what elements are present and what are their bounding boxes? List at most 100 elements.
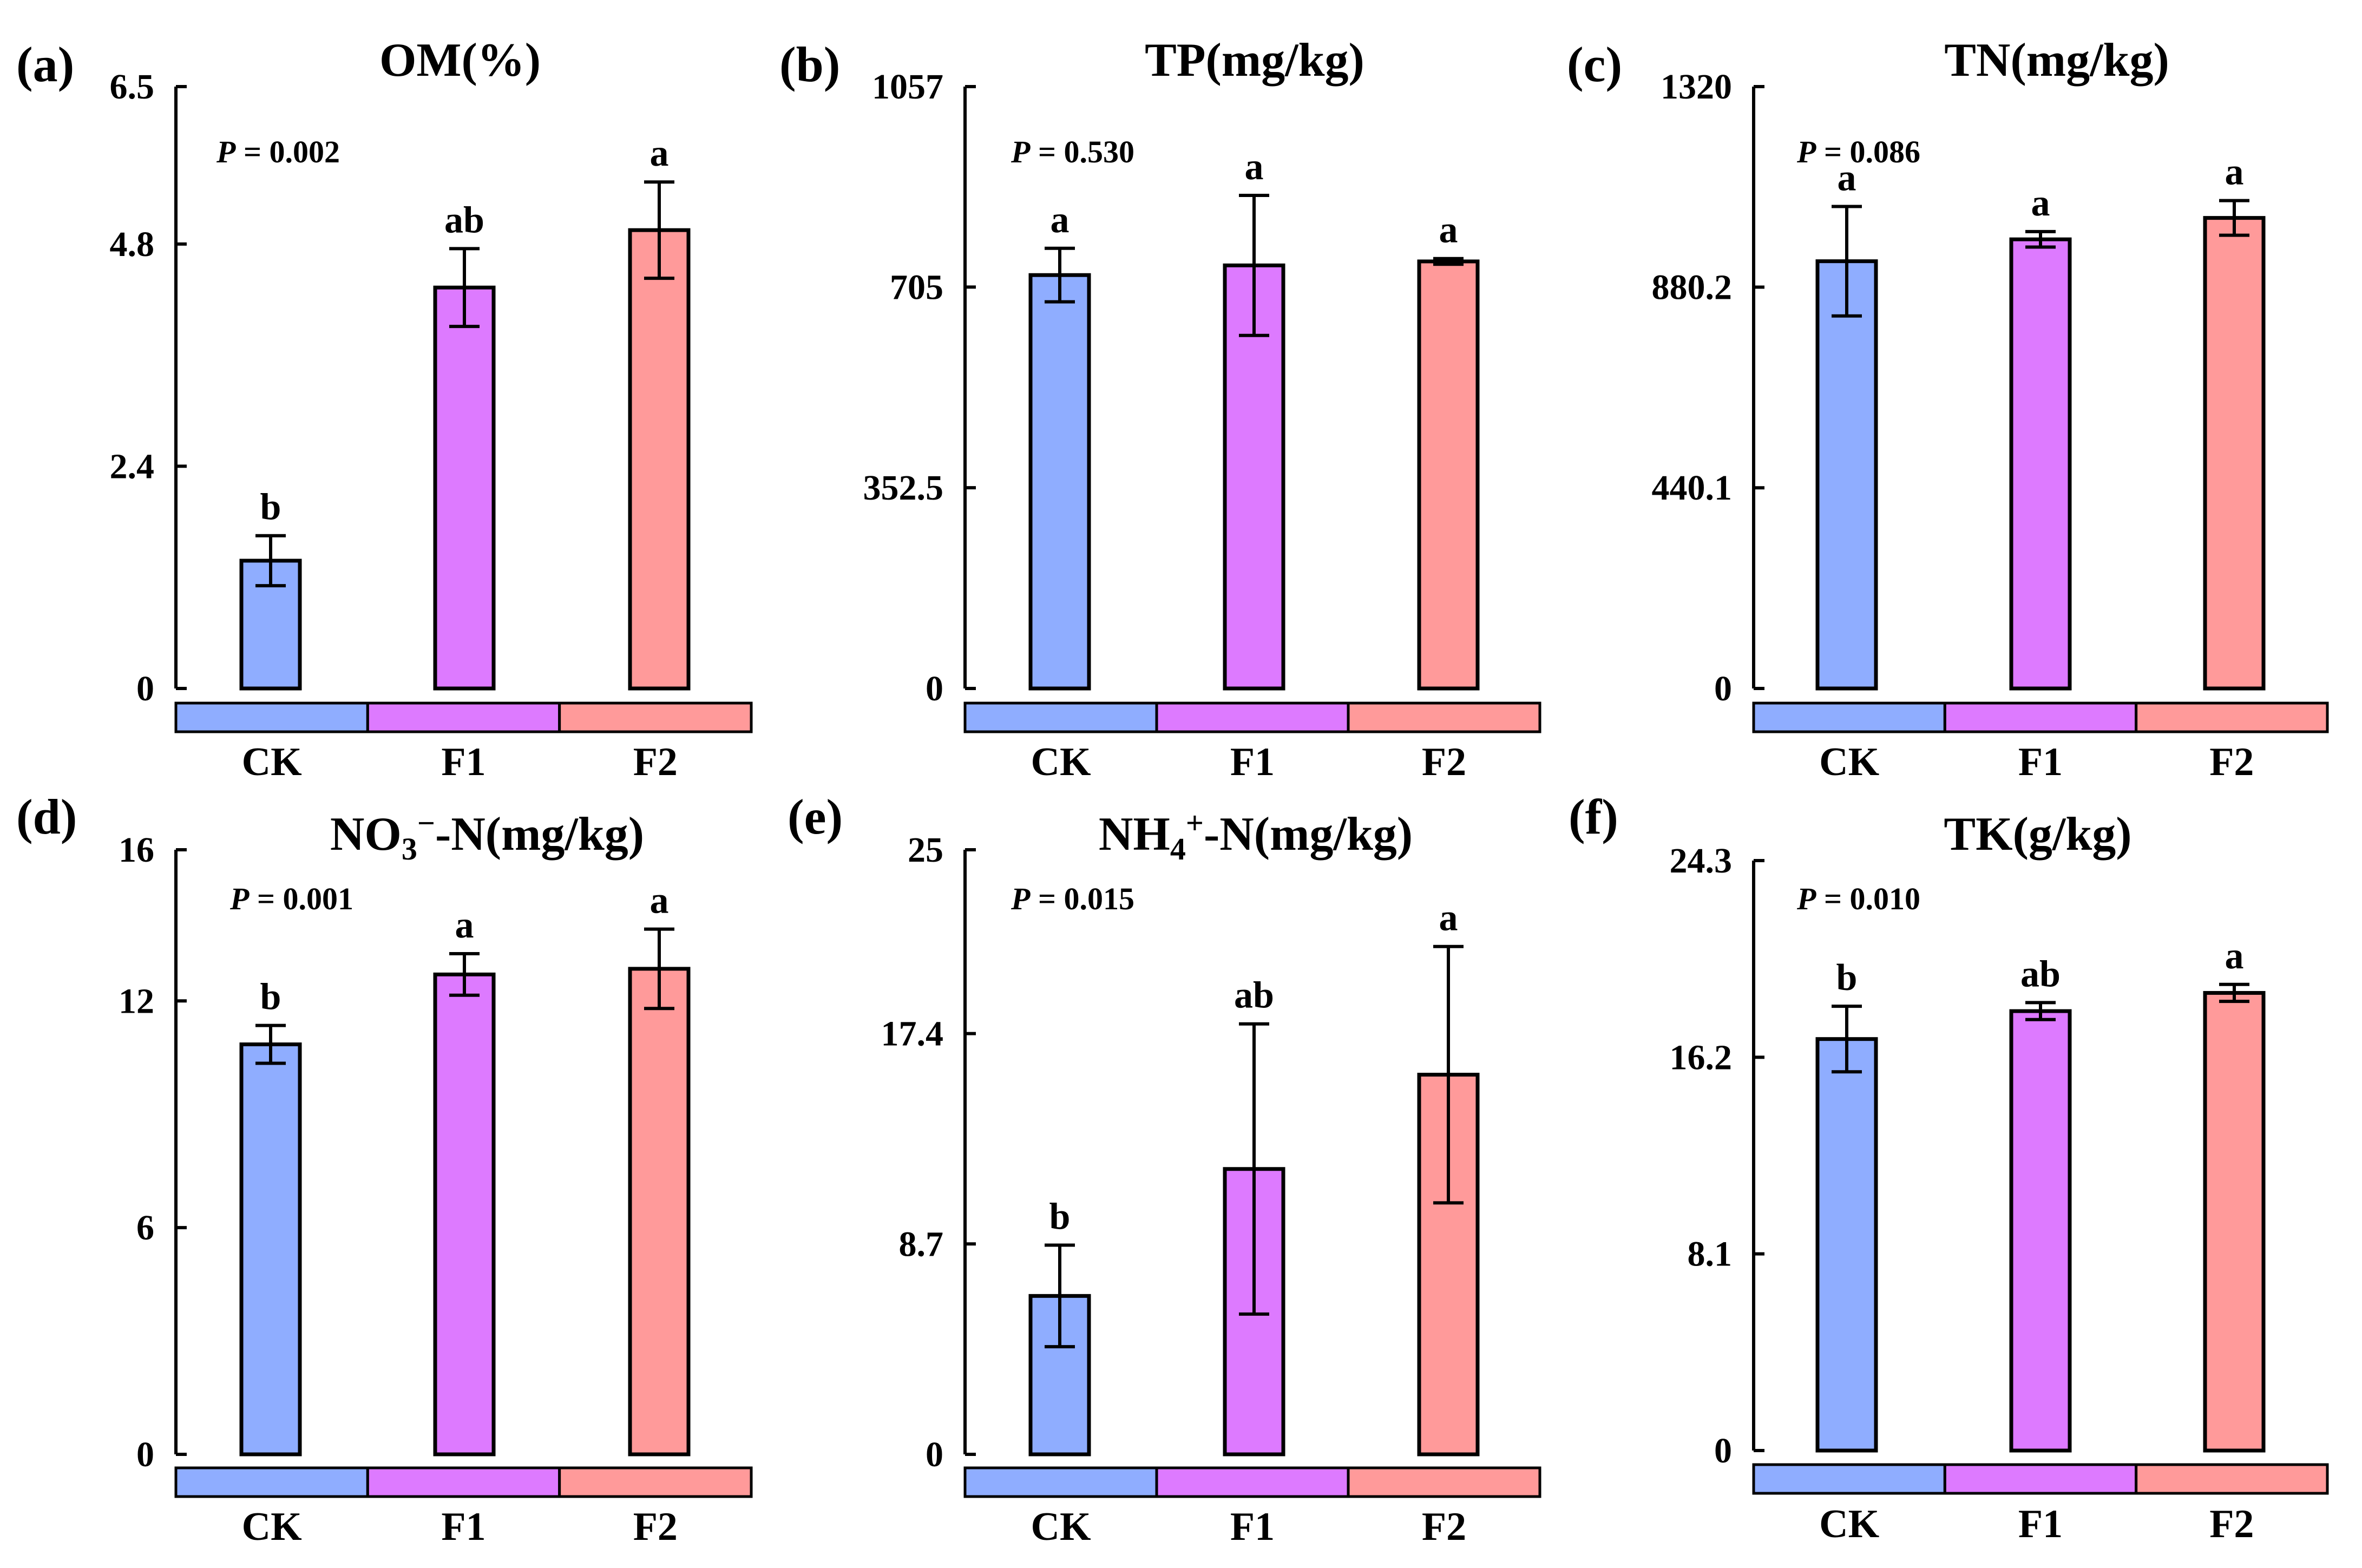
category-band-f1 bbox=[366, 701, 561, 733]
bar-ck bbox=[1815, 259, 1878, 691]
panel-title: NH4+-N(mg/kg) bbox=[1099, 805, 1413, 867]
significance-letter: a bbox=[2225, 152, 2244, 193]
significance-letter: b bbox=[1836, 957, 1858, 999]
error-bar-f2 bbox=[2219, 199, 2249, 237]
bar-f2 bbox=[2203, 990, 2266, 1453]
panel-letter: (b) bbox=[779, 37, 840, 92]
y-tick-label: 0 bbox=[1714, 1431, 1732, 1471]
y-tick-label: 25 bbox=[908, 830, 943, 870]
category-band-f2 bbox=[1347, 701, 1541, 733]
bar-f1 bbox=[433, 972, 496, 1457]
panel-5: (e) NH4+-N(mg/kg) 0 8.7 17.4 25 P = 0.015 b ab a C… bbox=[788, 789, 1541, 1549]
p-value-symbol: P bbox=[1796, 134, 1816, 169]
category-band-f1 bbox=[366, 1466, 561, 1498]
y-tick-label: 352.5 bbox=[863, 468, 944, 508]
significance-letter: b bbox=[260, 976, 281, 1018]
title-superscript: + bbox=[1186, 805, 1204, 841]
category-band-f2 bbox=[558, 701, 753, 733]
y-tick-label: 2.4 bbox=[110, 447, 155, 486]
y-tick-label: 880.2 bbox=[1652, 267, 1733, 307]
category-label: F2 bbox=[1422, 740, 1466, 784]
p-value-number: = 0.002 bbox=[235, 134, 340, 169]
panel-4: (d) NO3−-N(mg/kg) 0 6 12 16 P = 0.001 b a a CK F1 F2 bbox=[16, 789, 753, 1549]
bar-f2 bbox=[1417, 259, 1480, 691]
y-tick-label: 16 bbox=[119, 830, 154, 870]
significance-letter: ab bbox=[444, 199, 484, 241]
category-label: CK bbox=[1031, 740, 1091, 784]
panel-title: NO3−-N(mg/kg) bbox=[330, 805, 644, 867]
p-value-number: = 0.015 bbox=[1030, 881, 1134, 916]
error-bar-f1 bbox=[1239, 1022, 1269, 1316]
panel-2: (b) TP(mg/kg) 0 352.5 705 1057 P = 0.530 a a a CK F… bbox=[779, 34, 1541, 784]
y-tick-label: 12 bbox=[119, 981, 154, 1021]
p-value-symbol: P bbox=[1011, 134, 1031, 169]
category-label: F1 bbox=[2018, 740, 2063, 784]
category-label: CK bbox=[1819, 740, 1879, 784]
category-band-f1 bbox=[1943, 1463, 2138, 1495]
y-tick-label: 8.7 bbox=[899, 1224, 944, 1264]
significance-letter: a bbox=[2225, 935, 2244, 977]
y-tick-label: 8.1 bbox=[1688, 1235, 1733, 1274]
title-rest: -N(mg/kg) bbox=[1204, 808, 1413, 861]
error-bar-f2 bbox=[1433, 944, 1464, 1205]
error-bar-f1 bbox=[2025, 229, 2056, 249]
category-band-ck bbox=[174, 1466, 369, 1498]
title-subscript: 3 bbox=[402, 831, 417, 867]
significance-letter: a bbox=[1838, 158, 1856, 199]
category-band-ck bbox=[963, 1466, 1158, 1498]
bar-f1 bbox=[2009, 237, 2072, 691]
bar-f2 bbox=[628, 228, 691, 691]
y-tick-label: 24.3 bbox=[1670, 841, 1733, 881]
category-label: F2 bbox=[2209, 1502, 2254, 1546]
bar-f1 bbox=[433, 285, 496, 691]
category-label: CK bbox=[242, 1505, 302, 1549]
category-band-f2 bbox=[1347, 1466, 1541, 1498]
significance-letter: a bbox=[1439, 897, 1458, 939]
p-value-number: = 0.086 bbox=[1816, 134, 1920, 169]
panel-title: TN(mg/kg) bbox=[1944, 34, 2169, 87]
p-value-label: P = 0.015 bbox=[1011, 881, 1134, 916]
y-tick-label: 0 bbox=[136, 669, 154, 708]
y-tick-label: 1057 bbox=[872, 67, 943, 107]
category-band-f1 bbox=[1155, 701, 1350, 733]
y-tick-label: 17.4 bbox=[881, 1014, 944, 1054]
p-value-symbol: P bbox=[216, 134, 236, 169]
category-band-ck bbox=[1752, 1463, 1946, 1495]
y-tick-label: 16.2 bbox=[1670, 1038, 1733, 1077]
error-bar-ck bbox=[1832, 205, 1862, 318]
error-bar-f1 bbox=[449, 247, 480, 329]
category-label: F2 bbox=[2209, 740, 2254, 784]
category-band-f2 bbox=[2135, 701, 2329, 733]
bar-f1 bbox=[2009, 1009, 2072, 1453]
error-bar-ck bbox=[1045, 1243, 1075, 1349]
category-label: F1 bbox=[441, 1505, 485, 1549]
p-value-symbol: P bbox=[1796, 881, 1816, 916]
category-label: F1 bbox=[441, 740, 485, 784]
panel-letter: (e) bbox=[788, 789, 843, 844]
y-tick-label: 0 bbox=[926, 1435, 943, 1474]
category-band-f2 bbox=[2135, 1463, 2329, 1495]
p-value-label: P = 0.086 bbox=[1796, 134, 1920, 169]
significance-letter: b bbox=[1049, 1196, 1071, 1238]
y-tick-label: 0 bbox=[136, 1435, 154, 1474]
panel-6: (f) TK(g/kg) 0 8.1 16.2 24.3 P = 0.010 b ab a CK F1… bbox=[1569, 789, 2329, 1546]
title-rest: -N(mg/kg) bbox=[435, 808, 644, 861]
significance-letter: a bbox=[1439, 209, 1458, 251]
error-bar-f2 bbox=[1433, 257, 1464, 266]
error-bar-f1 bbox=[449, 952, 480, 997]
y-tick-label: 6.5 bbox=[110, 67, 155, 107]
category-band-ck bbox=[174, 701, 369, 733]
bar-f2 bbox=[2203, 216, 2266, 691]
p-value-symbol: P bbox=[229, 881, 250, 916]
significance-letter: ab bbox=[1234, 975, 1274, 1016]
panel-letter: (d) bbox=[16, 789, 77, 844]
error-bar-ck bbox=[1832, 1005, 1862, 1074]
error-bar-f2 bbox=[644, 927, 674, 1011]
p-value-number: = 0.001 bbox=[249, 881, 353, 916]
p-value-number: = 0.010 bbox=[1816, 881, 1920, 916]
panel-title: OM(%) bbox=[379, 34, 541, 87]
significance-letter: a bbox=[650, 133, 669, 174]
p-value-number: = 0.530 bbox=[1030, 134, 1134, 169]
y-tick-label: 4.8 bbox=[110, 225, 155, 264]
